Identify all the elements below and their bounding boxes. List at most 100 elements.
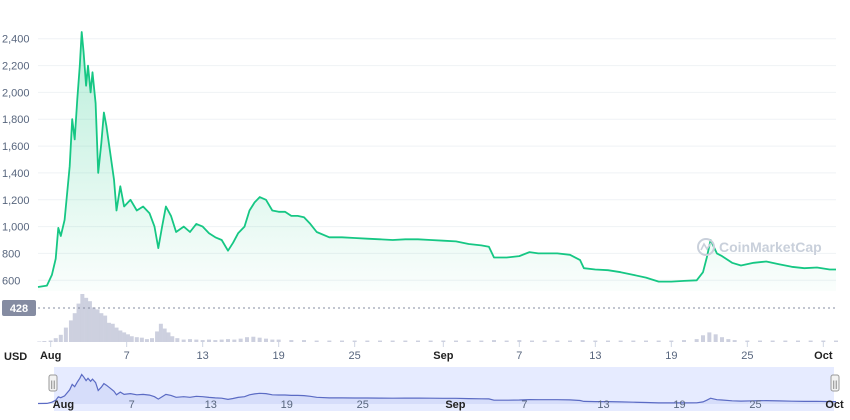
volume-bar (606, 340, 610, 342)
currency-label: USD (4, 351, 27, 363)
volume-bar (122, 332, 127, 342)
volume-bar (593, 340, 598, 342)
navigator-tick-label: 19 (673, 399, 685, 411)
current-price-badge: 428 (2, 300, 836, 316)
y-axis: 600 800 1,000 1,200 1,400 1,600 1,800 2,000 2,20… (2, 34, 30, 288)
y-tick-label: 2,400 (2, 34, 30, 46)
volume-bar (390, 340, 395, 342)
volume-bar (732, 340, 737, 342)
volume-bar (555, 340, 560, 342)
price-area-fill (38, 32, 836, 291)
navigator-left-handle[interactable]: || (48, 374, 58, 392)
volume-bar (238, 338, 243, 342)
volume-bar (194, 339, 199, 342)
navigator-line (37, 373, 836, 405)
volume-bar (158, 323, 163, 342)
volume-bar (170, 336, 175, 342)
volume-bar (91, 307, 96, 342)
volume-bar (466, 340, 471, 342)
x-tick-label: 7 (124, 350, 130, 362)
volume-bar (340, 340, 344, 342)
volume-bar (644, 340, 648, 342)
volume-bar (365, 340, 370, 342)
price-line (37, 31, 836, 288)
volume-bar (80, 294, 85, 342)
navigator-tick-label: 7 (129, 399, 135, 411)
range-navigator[interactable]: Aug 7 13 19 25 Sep 7 13 19 25 Oct || || (37, 367, 844, 411)
volume-bars (37, 294, 838, 342)
volume-bar (175, 338, 180, 342)
volume-bar (162, 328, 167, 342)
y-tick-label: 1,200 (2, 195, 30, 207)
volume-bar (264, 338, 268, 342)
volume-bar (745, 340, 750, 342)
volume-bar (84, 297, 89, 342)
navigator-window[interactable] (54, 367, 834, 411)
y-tick-label: 1,000 (2, 222, 30, 234)
volume-bar (796, 340, 800, 342)
volume-bar (270, 339, 275, 342)
volume-bar (720, 337, 724, 342)
volume-bar (188, 339, 192, 342)
volume-bar (682, 340, 686, 342)
current-price-label: 428 (10, 303, 28, 315)
volume-bar (707, 332, 712, 342)
navigator-series-line (37, 373, 836, 405)
volume-bar (631, 340, 636, 342)
volume-bar (403, 340, 408, 342)
y-tick-label: 800 (2, 248, 20, 260)
navigator-tick-label: Oct (825, 399, 844, 411)
right-handle-grip-icon: || (833, 379, 838, 389)
volume-bar (251, 336, 256, 342)
volume-bar (492, 340, 496, 342)
volume-bar (139, 337, 144, 342)
volume-bar (289, 340, 294, 342)
volume-bar (314, 340, 319, 342)
volume-bar (530, 340, 534, 342)
volume-bar (245, 337, 249, 342)
volume-bar (95, 309, 100, 342)
volume-bar (58, 334, 63, 342)
y-tick-label: 1,400 (2, 168, 30, 180)
navigator-right-handle[interactable]: || (830, 374, 840, 392)
volume-bar (110, 323, 115, 342)
navigator-axis: Aug 7 13 19 25 Sep 7 13 19 25 Oct (53, 399, 844, 411)
x-tick-label: 25 (349, 350, 361, 362)
volume-bar (504, 340, 509, 342)
price-area (38, 32, 836, 291)
volume-bar (219, 339, 224, 342)
volume-bar (378, 340, 382, 342)
y-tick-label: 600 (2, 275, 20, 287)
volume-bar (416, 340, 420, 342)
volume-bar (713, 334, 718, 342)
volume-bar (181, 339, 186, 342)
x-tick-label: 13 (197, 350, 209, 362)
volume-bar (821, 340, 826, 342)
volume-bar (302, 340, 306, 342)
navigator-tick-label: 7 (521, 399, 527, 411)
volume-bar (166, 332, 171, 342)
volume-bar (758, 340, 762, 342)
x-tick-label: 13 (589, 350, 601, 362)
volume-bar (479, 340, 484, 342)
volume-bar (428, 340, 433, 342)
volume-bar (114, 327, 119, 342)
volume-bar (200, 340, 205, 342)
volume-bar (226, 339, 230, 342)
volume-bar (103, 315, 108, 342)
volume-bar (53, 338, 58, 342)
volume-bar (770, 340, 775, 342)
volume-bar (48, 340, 53, 342)
volume-bar (352, 340, 357, 342)
volume-bar (517, 340, 522, 342)
x-tick-label: Aug (40, 350, 61, 362)
volume-bar (454, 340, 458, 342)
volume-bar (72, 313, 77, 342)
volume-bar (129, 336, 134, 342)
volume-bar (726, 339, 731, 342)
volume-bar (134, 337, 139, 342)
volume-bar (808, 340, 813, 342)
navigator-tick-label: 25 (749, 399, 761, 411)
